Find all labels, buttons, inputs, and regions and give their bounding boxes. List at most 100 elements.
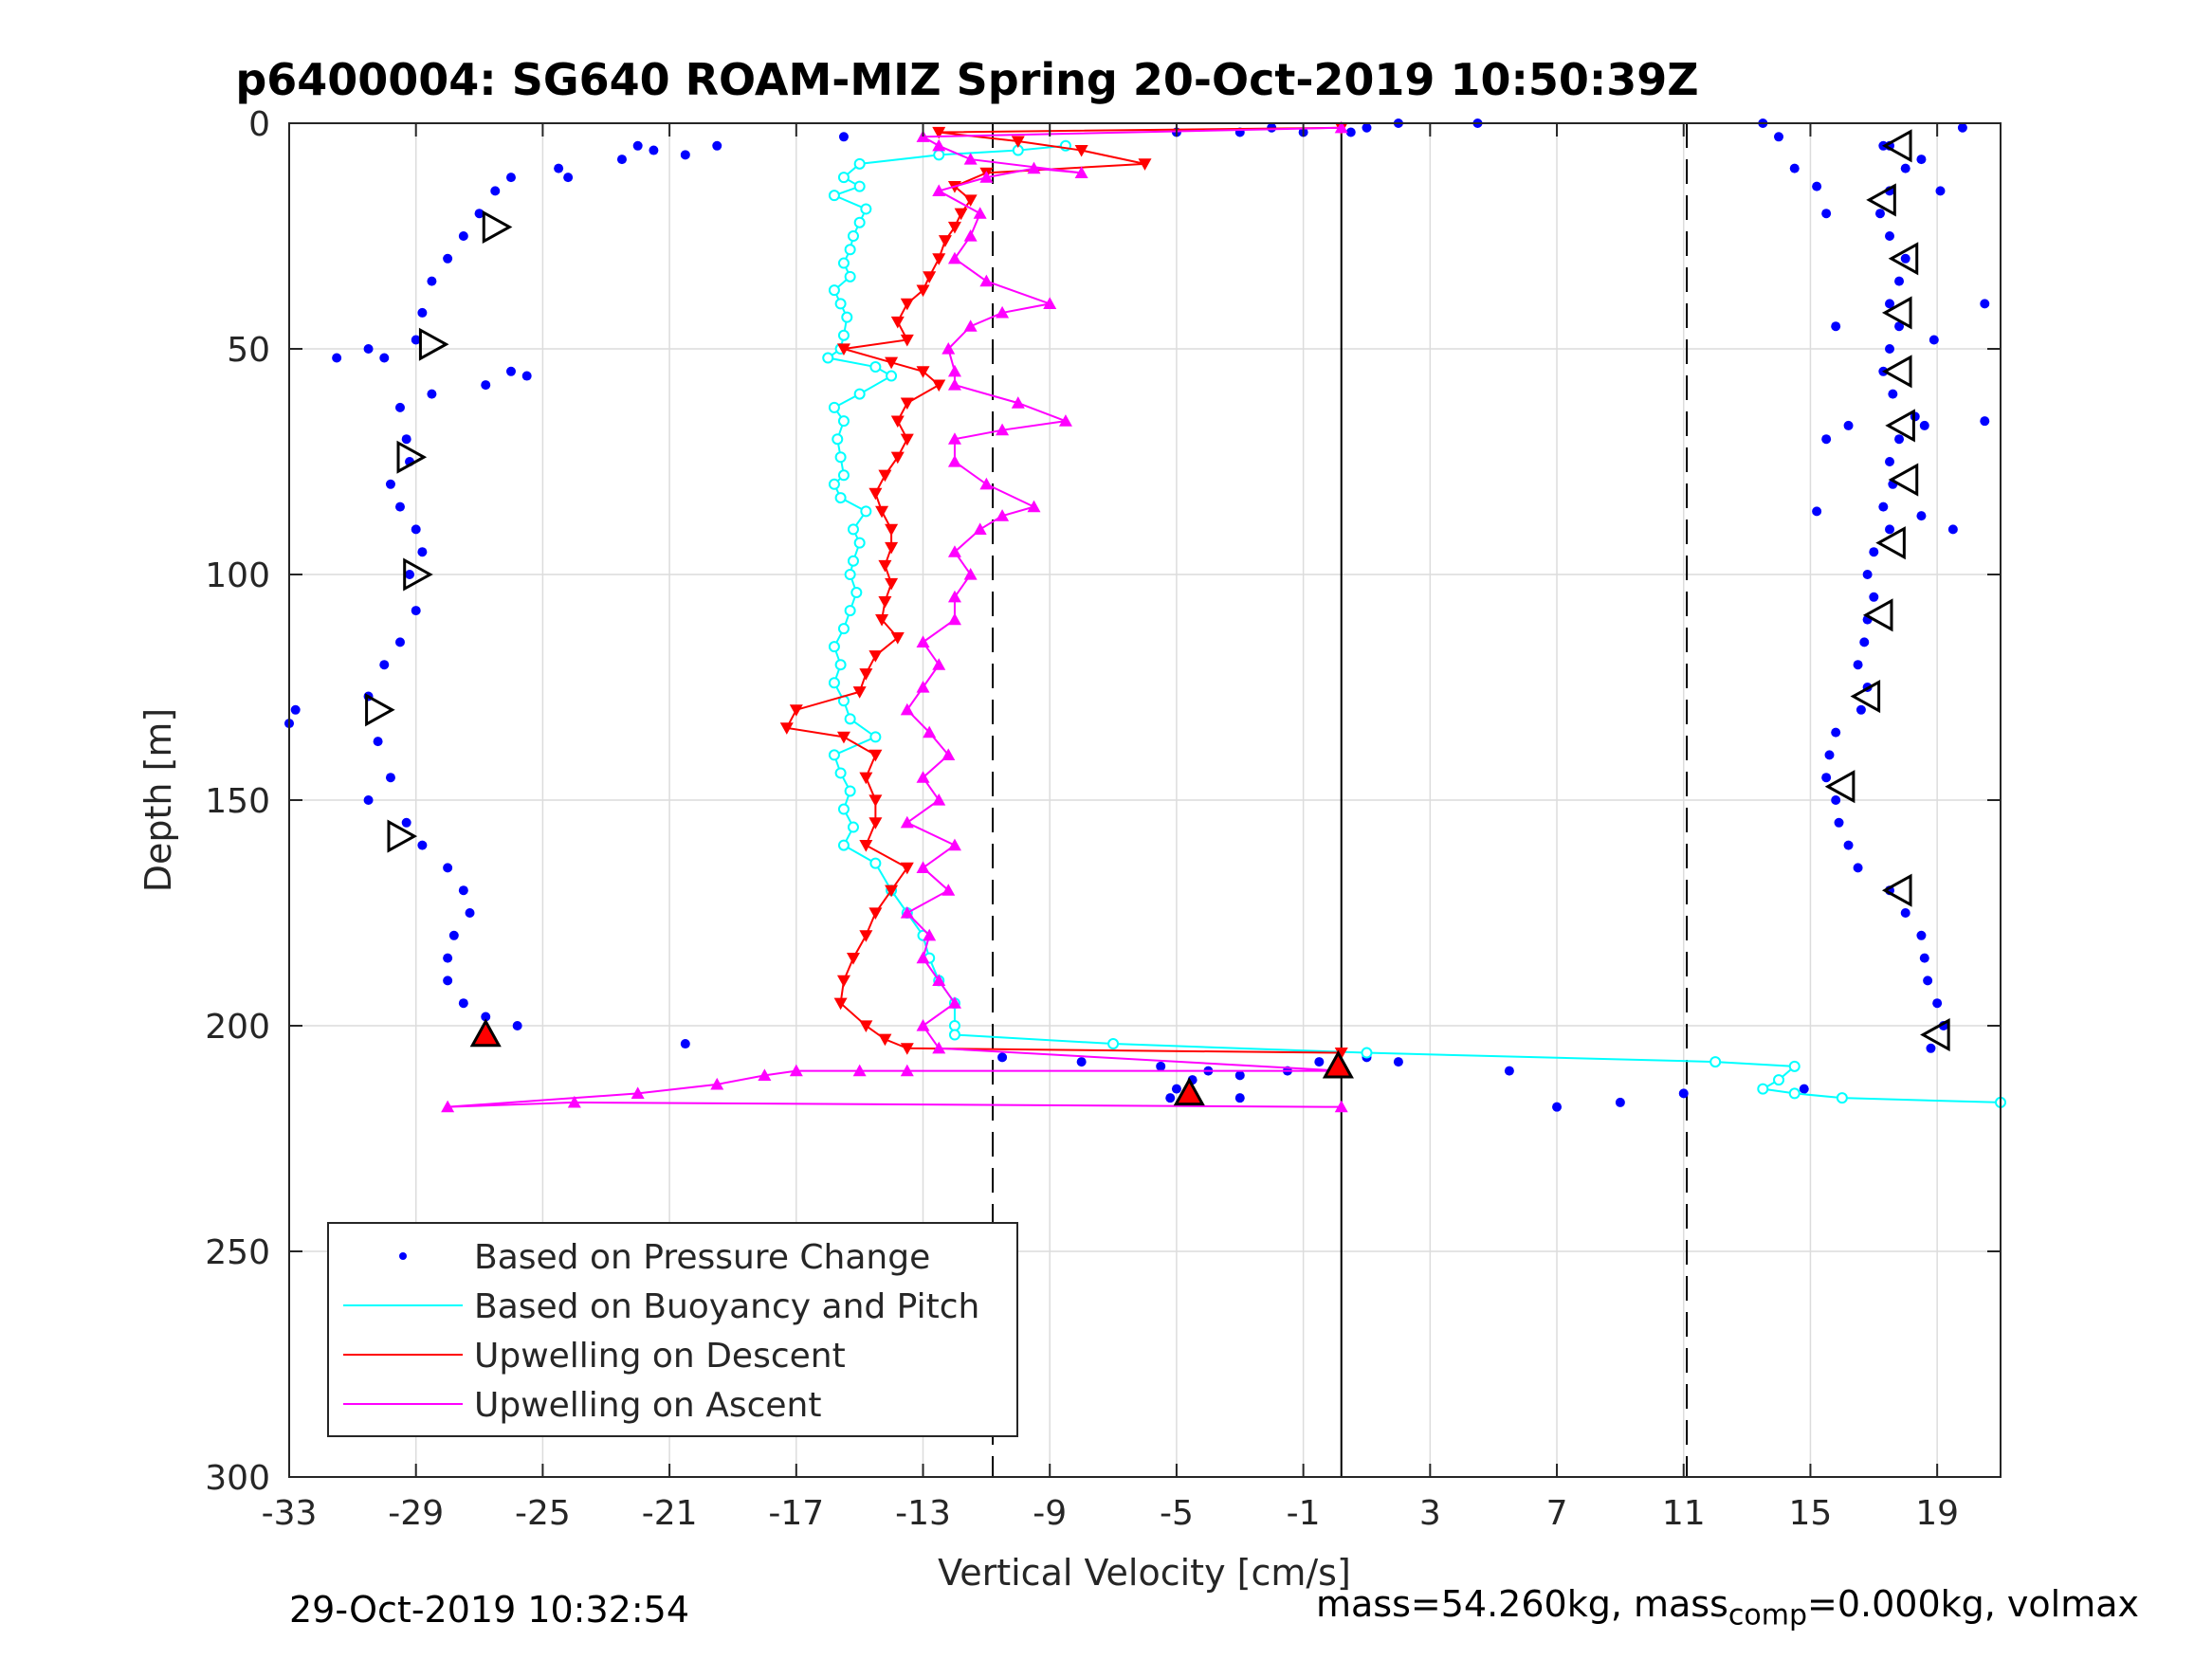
data-point [401,434,411,445]
data-point [1234,1070,1245,1081]
data-point [1334,1100,1348,1113]
data-point [482,210,513,245]
x-tick-label: -5 [1160,1494,1194,1533]
data-point [1011,396,1025,409]
data-point [1885,344,1895,354]
data-point [878,469,892,483]
data-point [859,772,873,785]
data-point [878,595,892,609]
data-point [853,537,866,549]
data-point [963,153,978,165]
y-tick-label: 0 [248,105,270,144]
data-point [448,930,459,940]
data-point [916,681,930,693]
series-layer [284,118,2006,1113]
data-point [512,1021,522,1030]
data-point [505,366,516,376]
data-point [1615,1097,1625,1107]
data-point [868,487,883,501]
data-point [932,184,946,196]
data-point [394,501,405,512]
data-point [947,838,961,851]
data-point [427,276,437,286]
data-point [868,817,883,830]
data-point [916,951,930,964]
data-point [379,660,390,670]
data-point [875,505,889,519]
data-point [837,172,850,184]
data-point [852,1064,867,1077]
data-point [834,659,847,671]
data-point [1821,773,1832,783]
x-tick-label: 7 [1546,1494,1568,1533]
data-point [947,432,961,445]
data-point [403,557,433,592]
data-point [1361,1047,1373,1059]
data-point [900,815,914,829]
data-point [1881,296,1912,330]
footer-mass-sub: comp [1728,1598,1808,1632]
data-point [853,216,866,228]
data-point [1957,122,1967,133]
data-point [1058,414,1072,427]
data-point [860,203,872,215]
data-point [933,149,945,161]
data-point [1859,637,1870,647]
data-point [1812,506,1822,517]
data-point [465,908,475,918]
x-tick-label: -13 [895,1494,951,1533]
data-point [841,311,853,323]
data-point [868,749,883,762]
data-point [844,244,856,256]
data-point [1894,276,1905,286]
data-point [1138,158,1152,171]
data-point [859,930,873,942]
data-point [1027,161,1041,174]
data-point [838,132,849,142]
data-point [932,974,946,986]
data-point [885,541,899,555]
data-point [1881,355,1912,389]
data-point [1875,526,1906,560]
data-point [1821,209,1832,219]
legend-label-descent: Upwelling on Descent [474,1337,846,1376]
data-point [758,1068,772,1081]
data-point [458,885,468,896]
data-point [1980,299,1990,309]
data-point [417,547,428,557]
data-point [443,863,453,873]
data-point [1552,1102,1563,1112]
data-point [1916,155,1927,165]
data-point [844,270,856,283]
data-point [963,229,978,242]
data-point [890,415,905,428]
y-tick-label: 300 [205,1459,270,1498]
data-point [443,953,453,963]
data-point [973,207,987,219]
data-point [394,402,405,412]
y-tick-label: 50 [227,331,270,370]
data-point [1853,863,1863,873]
data-point [847,821,859,833]
data-point [490,186,501,196]
data-point [947,455,961,467]
data-point [1926,1043,1936,1053]
data-point [411,524,421,535]
data-point [1929,335,1939,345]
footer-mass-info: mass=54.260kg, masscomp=0.000kg, volmax [1316,1583,2139,1632]
data-point [332,353,342,363]
data-point [458,998,468,1009]
data-point [1869,592,1879,602]
data-point [836,343,850,356]
x-tick-label: -29 [388,1494,444,1533]
x-tick-label: -17 [768,1494,824,1533]
chart-title: p6400004: SG640 ROAM-MIZ Spring 20-Oct-2… [235,54,1698,105]
data-point [411,606,421,616]
data-point [1843,840,1854,850]
series-5 [1824,129,1950,1052]
data-point [868,794,883,807]
data-point [1074,144,1088,157]
data-point [1919,420,1929,430]
data-point [789,704,803,717]
data-point [1314,1057,1325,1067]
